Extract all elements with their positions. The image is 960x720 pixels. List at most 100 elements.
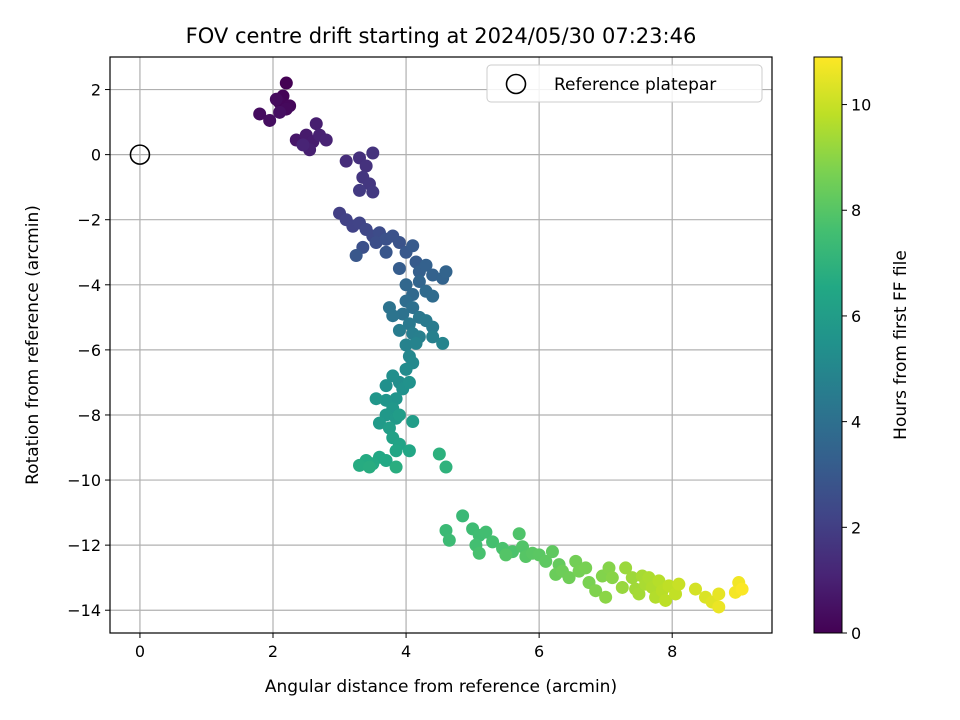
scatter-point [319,133,333,147]
scatter-point [659,593,673,607]
colorbar-gradient [813,56,843,634]
scatter-point [362,460,376,474]
colorbar-tick-label: 2 [851,518,861,537]
scatter-point [599,590,613,604]
scatter-point [426,330,440,344]
scatter-point [602,561,616,575]
scatter-point [712,600,726,614]
chart-title: FOV centre drift starting at 2024/05/30 … [186,24,697,48]
x-axis-ticks: 0 2 4 6 8 [135,633,677,661]
colorbar-tick-label: 8 [851,201,861,220]
scatter-point [419,258,433,272]
scatter-point [389,392,403,406]
scatter-point [499,548,513,562]
scatter-point [735,582,749,596]
scatter-point [402,317,416,331]
scatter-point [382,421,396,435]
scatter-point [402,444,416,458]
colorbar-tick-label: 4 [851,413,861,432]
scatter-point [426,320,440,334]
colorbar-tick-label: 0 [851,624,861,643]
scatter-point [669,587,683,601]
scatter-point [439,460,453,474]
scatter-point [406,301,420,315]
colorbar-label: Hours from first FF file [891,250,911,440]
scatter-point [472,546,486,560]
scatter-point [442,533,456,547]
scatter-point [279,76,293,90]
colorbar-ticks: 0 2 4 6 8 10 [842,96,871,643]
y-tick-label: −10 [67,471,101,490]
y-axis-label: Rotation from reference (arcmin) [23,205,43,485]
scatter-point [339,154,353,168]
scatter-point [392,323,406,337]
scatter-point [642,571,656,585]
scatter-point [432,447,446,461]
scatter-point [436,336,450,350]
grid-lines [110,57,772,633]
y-tick-label: −12 [67,536,101,555]
scatter-point [712,587,726,601]
x-tick-label: 6 [534,642,544,661]
y-tick-label: 0 [91,146,101,165]
scatter-point [688,582,702,596]
scatter-point [619,561,633,575]
colorbar-tick-label: 10 [851,96,871,115]
legend-reference-icon [505,73,527,95]
scatter-point [402,375,416,389]
colorbar: 0 2 4 6 8 10 Hours from first FF file [813,56,911,643]
scatter-point [379,379,393,393]
scatter-point [399,338,413,352]
reference-platepar-marker [129,144,151,165]
legend-reference-label: Reference platepar [554,75,716,95]
scatter-point [369,392,383,406]
scatter-point [392,262,406,276]
scatter-point [439,265,453,279]
scatter-point [516,540,530,554]
scatter-point [386,369,400,383]
scatter-point [263,113,277,127]
scatter-point [379,454,393,468]
scatter-point [379,245,393,259]
scatter-point [409,336,423,350]
scatter-point [579,561,593,575]
y-tick-label: −14 [67,601,101,620]
scatter-point [589,584,603,598]
scatter-point [296,138,310,152]
scatter-point [652,574,666,588]
scatter-point [273,105,287,119]
scatter-point [372,416,386,430]
scatter-point [625,571,639,585]
x-tick-label: 4 [401,642,411,661]
scatter-point [406,239,420,253]
scatter-point [632,587,646,601]
scatter-point [426,268,440,282]
scatter-point [369,235,383,249]
scatter-point [309,117,323,131]
scatter-point [569,554,583,568]
x-axis-label: Angular distance from reference (arcmin) [265,677,617,697]
scatter-point [412,275,426,289]
y-tick-label: −2 [77,211,101,230]
scatter-point [512,527,526,541]
y-tick-label: 2 [91,81,101,100]
x-tick-label: 2 [268,642,278,661]
scatter-point [366,146,380,160]
scatter-point [349,249,363,263]
y-tick-label: −4 [77,276,101,295]
y-axis-ticks: 2 0 −2 −4 −6 −8 −10 −12 −14 [67,81,110,620]
scatter-point [366,185,380,199]
scatter-point [396,307,410,321]
scatter-point [269,92,283,106]
scatter-points [253,76,749,614]
scatter-point [359,159,373,173]
x-tick-label: 8 [667,642,677,661]
scatter-point [539,554,553,568]
scatter-point [672,577,686,591]
scatter-point [439,523,453,537]
scatter-point [399,362,413,376]
scatter-point [386,309,400,323]
y-tick-label: −6 [77,341,101,360]
x-tick-label: 0 [135,642,145,661]
legend-box [486,64,763,103]
